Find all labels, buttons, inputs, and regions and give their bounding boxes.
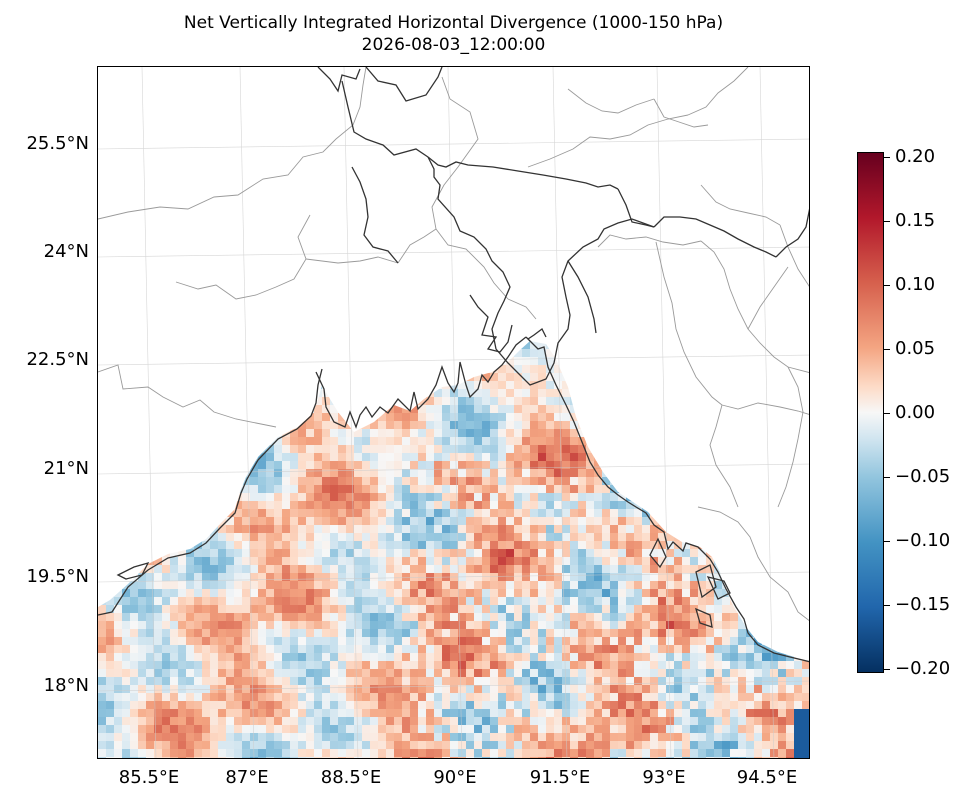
lat-label-25-5: 25.5°N: [26, 133, 89, 154]
cbar-tick: [884, 413, 890, 414]
graticule: [98, 67, 809, 758]
lat-label-19-5: 19.5°N: [26, 566, 89, 587]
cbar-tick: [884, 605, 890, 606]
lon-label-88-5: 88.5°E: [320, 767, 382, 788]
lat-label-21: 21°N: [43, 458, 89, 479]
cbar-tick: [884, 285, 890, 286]
cbar-tick: [884, 157, 890, 158]
lon-label-90: 90°E: [433, 767, 477, 788]
cbar-label-0-05: 0.05: [895, 338, 936, 359]
map-canvas: [98, 67, 809, 758]
cbar-label-0-15: 0.15: [895, 210, 936, 231]
title-line-1: Net Vertically Integrated Horizontal Div…: [183, 13, 724, 33]
cbar-tick: [884, 541, 890, 542]
lat-label-18: 18°N: [43, 675, 89, 696]
lon-label-91-5: 91.5°E: [529, 767, 591, 788]
divergence-field: [98, 341, 809, 758]
colorbar: [857, 152, 884, 673]
cbar-label-neg-0-20: −0.20: [895, 658, 951, 679]
country-borders: [98, 67, 809, 663]
cbar-tick: [884, 221, 890, 222]
admin-borders: [98, 67, 809, 622]
lon-label-85-5: 85.5°E: [118, 767, 180, 788]
lat-label-24: 24°N: [43, 241, 89, 262]
map-panel[interactable]: [97, 66, 810, 759]
lon-label-93: 93°E: [642, 767, 686, 788]
cbar-label-0-10: 0.10: [895, 274, 936, 295]
cbar-tick: [884, 349, 890, 350]
lon-label-94-5: 94.5°E: [736, 767, 798, 788]
cbar-label-0-20: 0.20: [895, 146, 936, 167]
cbar-label-neg-0-05: −0.05: [895, 466, 951, 487]
cbar-tick: [884, 477, 890, 478]
lat-label-22-5: 22.5°N: [26, 349, 89, 370]
title-line-2: 2026-08-03_12:00:00: [361, 35, 546, 55]
cbar-label-0-00: 0.00: [895, 402, 936, 423]
cbar-label-neg-0-15: −0.15: [895, 594, 951, 615]
cbar-label-neg-0-10: −0.10: [895, 530, 951, 551]
cbar-tick: [884, 669, 890, 670]
lon-label-87: 87°E: [225, 767, 269, 788]
map-title: Net Vertically Integrated Horizontal Div…: [97, 12, 810, 56]
